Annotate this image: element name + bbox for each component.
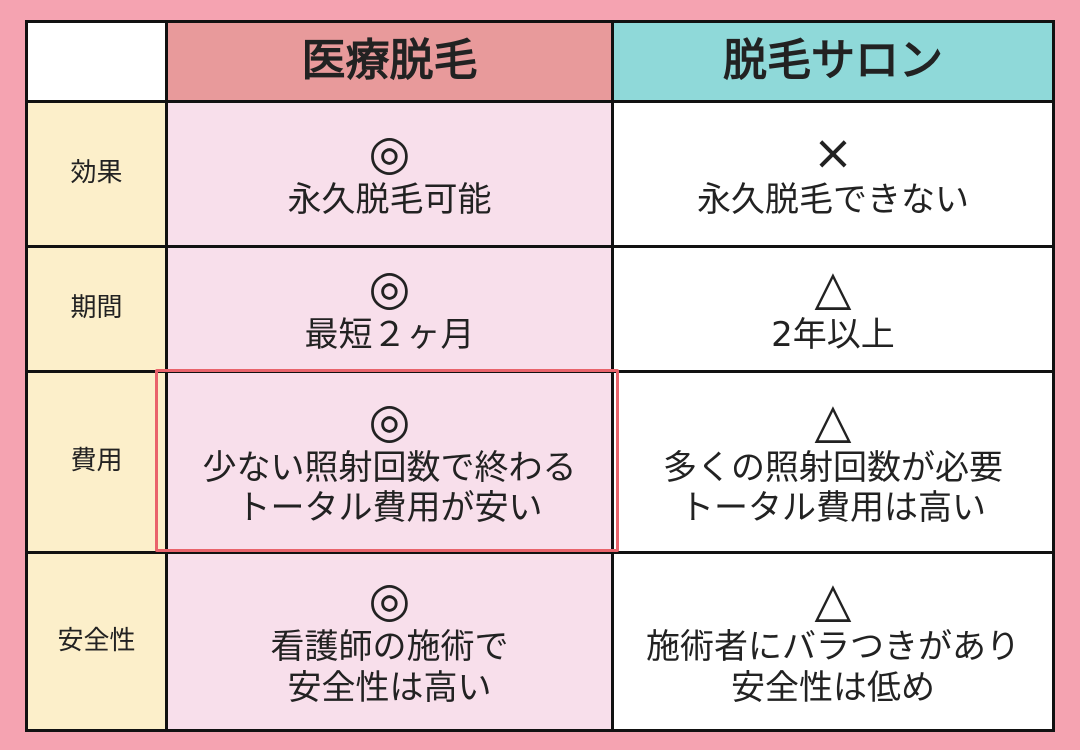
cell-text: 多くの照射回数が必要 [663,447,1003,488]
cell-text: 2年以上 [771,315,895,355]
cell-text: 最短２ヶ月 [304,315,475,355]
salon-cell: △ 2年以上 [614,248,1052,370]
salon-cell: × 永久脱毛できない [614,103,1052,245]
comparison-table: 医療脱毛 脱毛サロン 効果 ◎ 永久脱毛可能 × 永久脱毛できない 期間 ◎ 最短２ヶ月 △ 2年… [25,20,1055,732]
cell-text: 看護師の施術で [270,627,509,668]
row-label: 効果 [28,103,165,245]
rating-symbol: △ [814,260,852,317]
rating-symbol: × [812,125,854,182]
corner-cell [28,23,165,100]
cell-text: 永久脱毛可能 [287,180,492,220]
highlight-box [155,369,619,552]
cell-text: 安全性は高い [287,667,492,708]
medical-cell: ◎ 最短２ヶ月 [168,248,611,370]
rating-symbol: △ [814,572,852,629]
row-label: 費用 [28,373,165,551]
medical-cell: ◎ 少ない照射回数で終わる トータル費用が安い [168,373,611,551]
medical-cell: ◎ 看護師の施術で 安全性は高い [168,554,611,729]
medical-cell: ◎ 永久脱毛可能 [168,103,611,245]
salon-cell: △ 施術者にバラつきがあり 安全性は低め [614,554,1052,729]
header-salon: 脱毛サロン [614,23,1052,100]
salon-cell: △ 多くの照射回数が必要 トータル費用は高い [614,373,1052,551]
cell-text: 施術者にバラつきがあり [646,627,1020,668]
header-medical: 医療脱毛 [168,23,611,100]
cell-text: 安全性は低め [731,667,935,708]
rating-symbol: ◎ [368,260,411,317]
rating-symbol: △ [814,392,852,449]
row-label: 期間 [28,248,165,370]
cell-text: トータル費用は高い [680,488,986,529]
rating-symbol: ◎ [368,572,411,629]
cell-text: 永久脱毛できない [697,180,969,220]
row-label: 安全性 [28,554,165,729]
rating-symbol: ◎ [368,392,411,449]
rating-symbol: ◎ [368,125,411,182]
cell-text: 少ない照射回数で終わる [202,447,577,488]
cell-text: トータル費用が安い [236,488,543,529]
